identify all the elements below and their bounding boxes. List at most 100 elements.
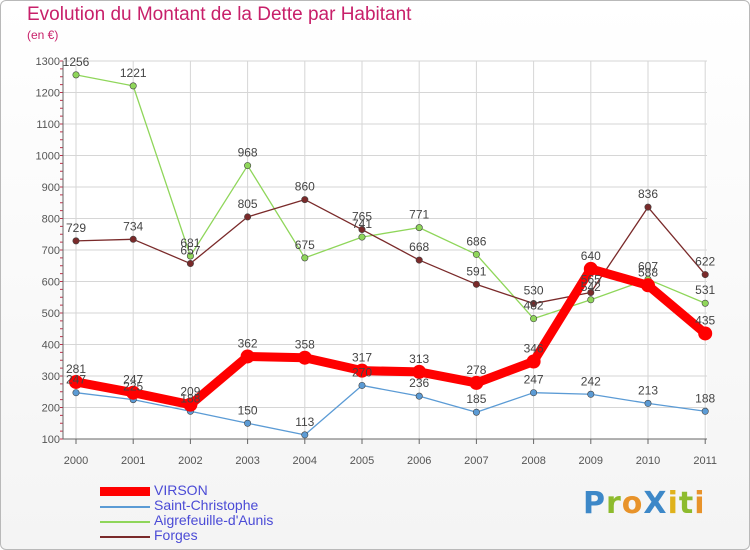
data-point [186, 252, 194, 260]
logo-letter: t [678, 486, 695, 521]
data-label: 588 [638, 265, 658, 279]
data-label: 270 [352, 365, 372, 379]
data-point [244, 213, 252, 221]
data-label: 771 [409, 208, 429, 222]
data-point [355, 363, 369, 378]
x-tick-label: 2006 [407, 455, 431, 467]
x-tick-label: 2001 [121, 455, 145, 467]
data-label: 188 [695, 391, 715, 405]
y-tick-label: 100 [42, 434, 60, 446]
y-tick-label: 700 [42, 245, 60, 257]
y-tick-label: 1300 [36, 56, 60, 68]
logo-letter: o [621, 486, 644, 521]
data-label: 607 [638, 259, 658, 273]
legend-label-virson: VIRSON [154, 482, 208, 498]
data-label: 765 [352, 210, 372, 224]
data-label: 236 [409, 376, 429, 390]
data-point [415, 256, 423, 264]
y-tick-label: 900 [42, 182, 60, 194]
data-label: 530 [524, 284, 544, 298]
legend-label-forges: Forges [154, 527, 198, 543]
data-point [358, 381, 366, 389]
x-tick-label: 2005 [350, 455, 374, 467]
data-point [240, 349, 255, 364]
data-point [301, 196, 309, 204]
chart-subtitle: (en €) [27, 28, 59, 42]
data-label: 247 [123, 373, 143, 387]
legend-swatch-saint-christophe [100, 506, 150, 508]
data-label: 242 [581, 374, 601, 388]
data-point [469, 375, 484, 390]
data-point [644, 399, 652, 407]
x-tick-label: 2002 [178, 455, 202, 467]
data-label: 188 [180, 391, 200, 405]
data-label: 482 [524, 299, 544, 313]
series-line-virson [71, 264, 710, 410]
series-line-saint-christophe [75, 384, 706, 436]
data-label: 281 [66, 362, 86, 376]
data-point [129, 235, 137, 243]
data-label: 657 [180, 244, 200, 258]
data-point [72, 237, 80, 245]
data-label: 278 [466, 363, 486, 377]
data-point [72, 389, 80, 397]
logo-letter: P [583, 486, 606, 521]
data-label: 968 [238, 146, 258, 160]
legend-swatch-virson [100, 487, 150, 496]
x-tick-label: 2008 [521, 455, 545, 467]
data-label: 113 [295, 415, 314, 429]
data-label: 681 [180, 236, 200, 250]
y-tick-label: 300 [42, 371, 60, 383]
data-point [587, 289, 595, 297]
data-point [301, 431, 309, 439]
data-label: 668 [409, 240, 429, 254]
series-line-aigrefeuille-d-aunis [75, 74, 706, 320]
data-point [126, 385, 141, 400]
x-tick-label: 2004 [293, 455, 317, 467]
data-point [415, 392, 423, 400]
x-tick-label: 2009 [579, 455, 603, 467]
data-point [244, 162, 252, 170]
data-point [583, 261, 598, 276]
y-tick-label: 400 [42, 340, 60, 352]
data-point [587, 296, 595, 304]
data-point [701, 299, 709, 307]
data-label: 247 [524, 373, 544, 387]
y-tick-label: 200 [42, 403, 60, 415]
logo-letter: X [643, 486, 668, 521]
data-point [183, 397, 198, 412]
y-tick-label: 1100 [36, 119, 60, 131]
x-tick-label: 2003 [235, 455, 259, 467]
legend-swatch-aigrefeuille [100, 521, 150, 523]
data-point [698, 326, 713, 341]
series-line-forges [75, 198, 706, 305]
data-point [358, 226, 366, 234]
logo-letter: i [667, 486, 679, 521]
data-label: 686 [466, 234, 486, 248]
data-label: 542 [581, 280, 601, 294]
x-tick-label: 2000 [64, 455, 88, 467]
data-label: 435 [695, 313, 715, 327]
data-label: 362 [238, 336, 258, 350]
data-label: 640 [581, 249, 601, 263]
y-tick-label: 1000 [36, 151, 60, 163]
x-tick-label: 2010 [636, 455, 660, 467]
data-point [641, 278, 655, 293]
data-label: 213 [638, 383, 658, 397]
data-label: 209 [180, 385, 200, 399]
data-label: 531 [695, 283, 715, 297]
legend-swatch-forges [100, 536, 150, 538]
data-label: 741 [352, 217, 372, 231]
data-label: 150 [238, 403, 258, 417]
data-label: 836 [638, 187, 658, 201]
data-point [701, 271, 709, 279]
data-point [186, 260, 194, 268]
data-label: 346 [524, 342, 544, 356]
data-point [129, 82, 137, 90]
x-tick-label: 2007 [464, 455, 488, 467]
data-label: 317 [352, 351, 372, 365]
data-label: 805 [238, 197, 258, 211]
data-label: 1256 [63, 55, 90, 69]
data-point [472, 250, 480, 258]
